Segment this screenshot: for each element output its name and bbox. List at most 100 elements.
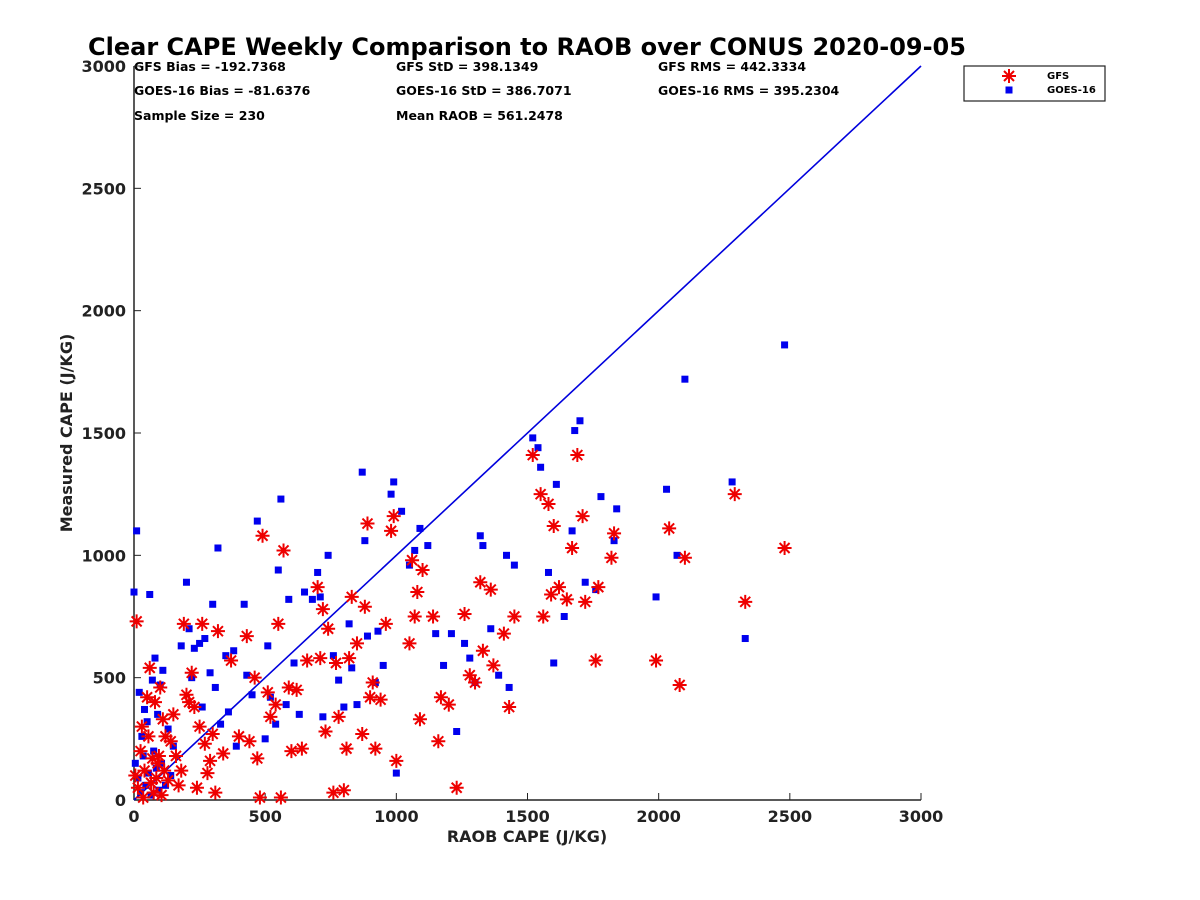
stat-sample-size: Sample Size = 230 (134, 108, 265, 123)
y-tick-label: 3000 (81, 57, 126, 76)
gfs-point (203, 753, 218, 768)
gfs-point (153, 680, 168, 695)
gfs-point (431, 734, 446, 749)
gfs-point (433, 690, 448, 705)
gfs-point (149, 770, 164, 785)
gfs-point (142, 660, 157, 675)
y-tick-label: 1500 (81, 424, 126, 443)
gfs-point (326, 785, 341, 800)
gfs-point (546, 518, 561, 533)
goes-16-point (137, 789, 145, 797)
gfs-point (136, 790, 151, 805)
goes-16-point (534, 444, 542, 452)
gfs-point (268, 697, 283, 712)
goes-16-point (398, 507, 406, 515)
gfs-point (441, 697, 456, 712)
goes-16-point (597, 493, 605, 501)
gfs-point (502, 700, 517, 715)
gfs-point (473, 575, 488, 590)
gfs-point (486, 658, 501, 673)
gfs-point (415, 563, 430, 578)
goes-16-point (159, 666, 167, 674)
y-tick-label: 2000 (81, 302, 126, 321)
gfs-point (197, 736, 212, 751)
legend-gfs-label: GFS (1047, 71, 1069, 82)
gfs-point (738, 594, 753, 609)
legend: GFS GOES-16 (963, 65, 1106, 102)
gfs-point (570, 448, 585, 463)
goes-16-point (301, 588, 309, 596)
goes-16-point (503, 551, 511, 559)
goes-16-point (466, 654, 474, 662)
gfs-point (402, 636, 417, 651)
goes-16-point (576, 417, 584, 425)
goes-16-point (285, 595, 293, 603)
y-axis-ticks: 0 500 1000 1500 2000 2500 3000 (81, 57, 141, 810)
gfs-point (137, 763, 152, 778)
goes-16-point (681, 375, 689, 383)
goes-16-point (348, 664, 356, 672)
gfs-point (313, 651, 328, 666)
goes-16-point (363, 632, 371, 640)
goes-16-point (610, 537, 618, 545)
goes-16-point (510, 561, 518, 569)
gfs-point (263, 709, 278, 724)
gfs-point (205, 726, 220, 741)
gfs-point (355, 726, 370, 741)
stat-gfs-std: GFS StD = 398.1349 (396, 59, 538, 74)
stat-goes-rms: GOES-16 RMS = 395.2304 (658, 83, 840, 98)
gfs-point (468, 675, 483, 690)
goes-16-point (209, 600, 217, 608)
goes-16-point (144, 769, 152, 777)
gfs-point (536, 609, 551, 624)
gfs-point (224, 653, 239, 668)
gfs-point (195, 616, 210, 631)
goes-16-point (264, 642, 272, 650)
gfs-point (672, 678, 687, 693)
goes-16-point (140, 705, 148, 713)
goes-16-point (185, 625, 193, 633)
gfs-point (208, 785, 223, 800)
stat-goes-bias: GOES-16 Bias = -81.6376 (134, 83, 311, 98)
gfs-point (407, 609, 422, 624)
gfs-point (276, 543, 291, 558)
gfs-point (777, 540, 792, 555)
x-axis-label: RAOB CAPE (J/KG) (447, 827, 607, 846)
goes-16-point (201, 635, 209, 643)
gfs-point (239, 629, 254, 644)
gfs-point (328, 655, 343, 670)
gfs-point (575, 509, 590, 524)
goes-16-point (277, 495, 285, 503)
goes-16-point (130, 588, 138, 596)
goes-16-point (411, 546, 419, 554)
x-axis-ticks: 0 500 1000 1500 2000 2500 3000 (128, 793, 943, 826)
gfs-point (250, 751, 265, 766)
goes-16-point (329, 652, 337, 660)
gfs-point (649, 653, 664, 668)
gfs-point (179, 687, 194, 702)
gfs-point (150, 756, 165, 771)
gfs-point (271, 616, 286, 631)
goes-16-point (571, 427, 579, 435)
stat-gfs-rms: GFS RMS = 442.3334 (658, 59, 806, 74)
goes-16-point (243, 671, 251, 679)
goes-16-point (652, 593, 660, 601)
goes-16-point (568, 527, 576, 535)
x-tick-label: 3000 (899, 807, 944, 826)
goes-16-point (282, 701, 290, 709)
goes-16-point (214, 544, 222, 552)
goes-16-point (196, 639, 204, 647)
goes-16-point (424, 542, 432, 550)
goes-16-point (613, 505, 621, 513)
gfs-point (544, 587, 559, 602)
goes-16-point (324, 551, 332, 559)
goes-16-point (487, 625, 495, 633)
gfs-point (342, 651, 357, 666)
goes-16-point (505, 683, 513, 691)
legend-goes-label: GOES-16 (1047, 85, 1096, 96)
gfs-point (378, 616, 393, 631)
goes-16-point (479, 542, 487, 550)
gfs-point (200, 766, 215, 781)
gfs-point (727, 487, 742, 502)
goes-16-point (358, 468, 366, 476)
